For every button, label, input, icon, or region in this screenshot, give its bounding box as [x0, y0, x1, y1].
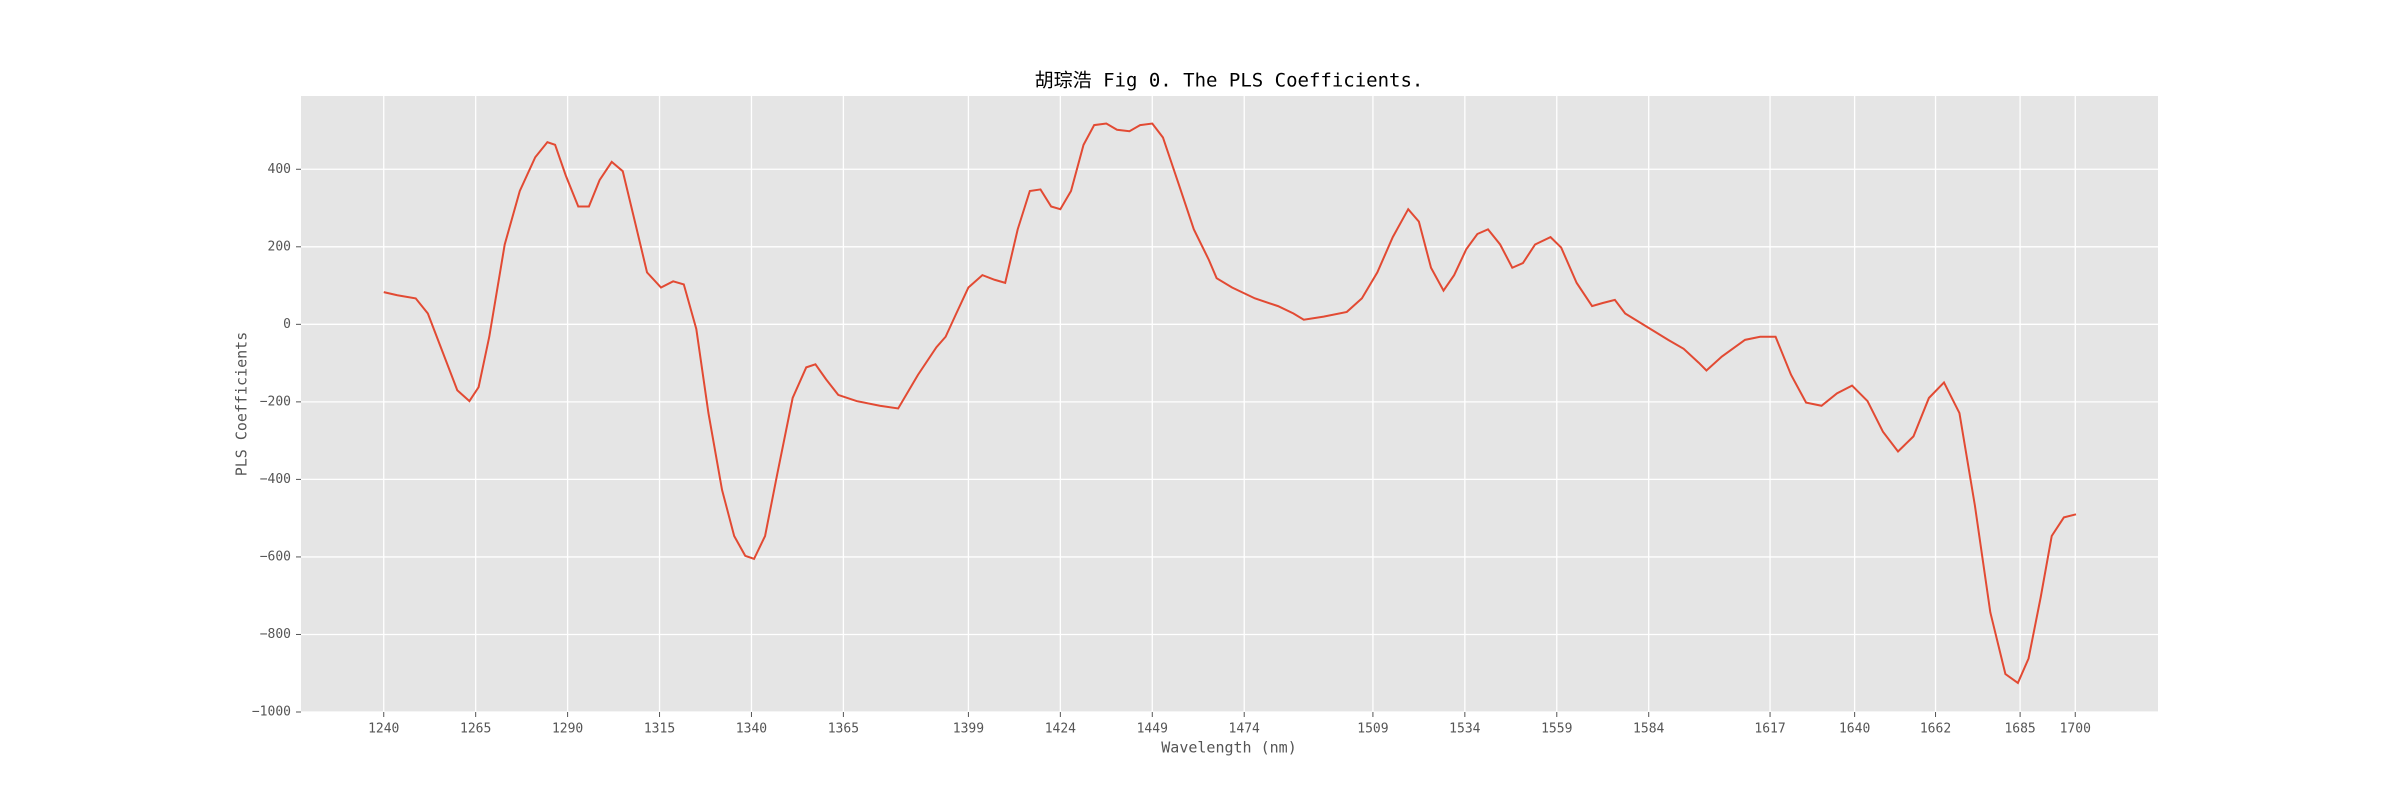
y-tick-label: 200 — [268, 239, 291, 254]
x-tick-label: 1474 — [1229, 722, 1260, 737]
x-tick-label: 1559 — [1541, 722, 1572, 737]
y-tick-label: −400 — [260, 472, 291, 487]
y-tick-label: 400 — [268, 162, 291, 177]
y-axis-label: PLS Coefficients — [233, 332, 251, 477]
x-axis-label: Wavelength (nm) — [1161, 739, 1296, 757]
x-tick-label: 1240 — [368, 722, 399, 737]
y-tick-label: −600 — [260, 549, 291, 564]
x-tick-label: 1584 — [1633, 722, 1664, 737]
x-tick-label: 1340 — [736, 722, 767, 737]
plot-area — [301, 96, 2158, 712]
x-tick-label: 1700 — [2060, 722, 2091, 737]
chart-title: 胡琮浩 Fig 0. The PLS Coefficients. — [1035, 70, 1424, 92]
x-tick-label: 1449 — [1137, 722, 1168, 737]
x-tick-label: 1315 — [644, 722, 675, 737]
y-tick-label: −200 — [260, 394, 291, 409]
x-tick-label: 1290 — [552, 722, 583, 737]
y-tick-label: −800 — [260, 627, 291, 642]
x-tick-label: 1534 — [1449, 722, 1480, 737]
x-tick-label: 1365 — [828, 722, 859, 737]
x-tick-label: 1640 — [1839, 722, 1870, 737]
y-tick-label: 0 — [283, 317, 291, 332]
x-tick-label: 1662 — [1920, 722, 1951, 737]
x-tick-label: 1685 — [2004, 722, 2035, 737]
data-line — [383, 122, 2077, 685]
x-tick-label: 1617 — [1754, 722, 1785, 737]
x-tick-label: 1509 — [1357, 722, 1388, 737]
x-tick-label: 1424 — [1045, 722, 1076, 737]
y-tick-label: −1000 — [252, 705, 291, 720]
x-tick-label: 1265 — [460, 722, 491, 737]
x-tick-label: 1399 — [953, 722, 984, 737]
